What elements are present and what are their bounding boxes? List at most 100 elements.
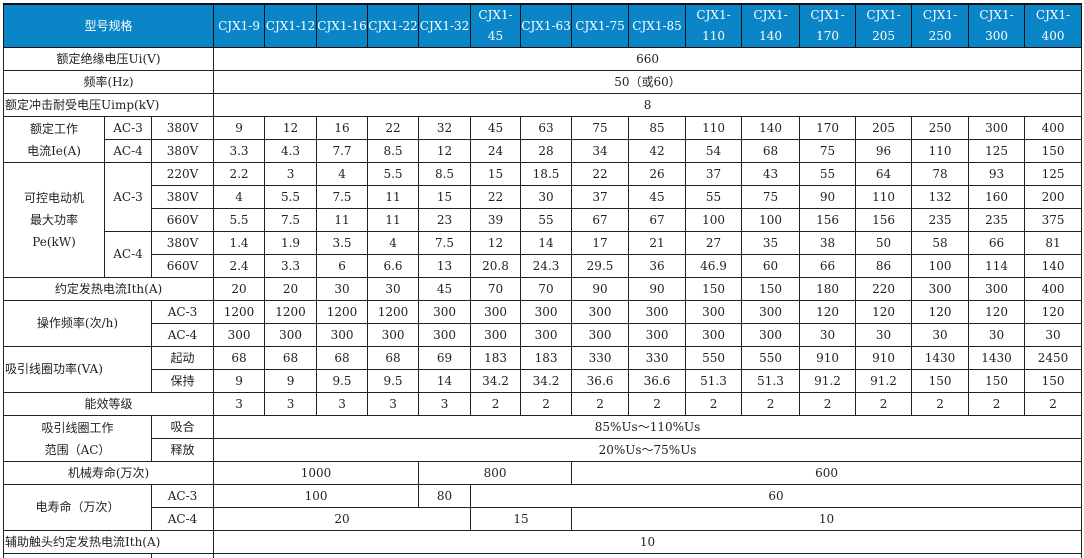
value-cell: 54 xyxy=(686,140,742,163)
table-row xyxy=(4,554,1082,558)
value-cell: 110 xyxy=(686,117,742,140)
value-cell: 1.4 xyxy=(214,232,265,255)
value-cell: 68 xyxy=(214,347,265,370)
value-cell: 300 xyxy=(471,301,521,324)
model-header: CJX1-400 xyxy=(1025,4,1082,48)
value-cell: 205 xyxy=(856,117,912,140)
value-cell: 45 xyxy=(419,278,471,301)
value-cell: 150 xyxy=(686,278,742,301)
value-cell: 300 xyxy=(572,324,629,347)
value-cell: 30 xyxy=(912,324,969,347)
value-cell: 300 xyxy=(742,324,800,347)
value-cell: 3.3 xyxy=(265,255,317,278)
value-cell: 160 xyxy=(969,186,1025,209)
efficiency-class-label: 能效等级 xyxy=(4,393,214,416)
value-cell: 120 xyxy=(1025,301,1082,324)
value-cell: 9 xyxy=(265,370,317,393)
value-cell: 93 xyxy=(969,163,1025,186)
value-cell: 235 xyxy=(912,209,969,232)
value-cell: 8.5 xyxy=(368,140,419,163)
table-row: 额定绝缘电压Ui(V)660 xyxy=(4,48,1082,71)
value-cell: 67 xyxy=(572,209,629,232)
value-cell: 1200 xyxy=(265,301,317,324)
value-cell: 70 xyxy=(521,278,572,301)
value-cell: 91.2 xyxy=(856,370,912,393)
value-cell: 37 xyxy=(686,163,742,186)
value-cell: 300 xyxy=(214,324,265,347)
merged-value-cell: 20%Us～75%Us xyxy=(214,439,1082,462)
value-cell: 68 xyxy=(317,347,368,370)
value-cell: 15 xyxy=(419,186,471,209)
value-cell: 1430 xyxy=(969,347,1025,370)
value-cell: 96 xyxy=(856,140,912,163)
value-cell: 150 xyxy=(912,370,969,393)
value-cell: 5.5 xyxy=(265,186,317,209)
value-cell: 20 xyxy=(214,278,265,301)
value-cell: 2 xyxy=(800,393,856,416)
insulation-voltage-label: 额定绝缘电压Ui(V) xyxy=(4,48,214,71)
model-header: CJX1-45 xyxy=(471,4,521,48)
model-header: CJX1-250 xyxy=(912,4,969,48)
motor-power-label: 可控电动机 最大功率 Pe(kW) xyxy=(4,163,105,278)
category-label: AC-3 xyxy=(152,485,214,508)
value-cell: 375 xyxy=(1025,209,1082,232)
value-cell: 60 xyxy=(742,255,800,278)
value-cell: 120 xyxy=(969,301,1025,324)
value-cell: 7.5 xyxy=(265,209,317,232)
value-cell: 22 xyxy=(368,117,419,140)
value-cell: 75 xyxy=(572,117,629,140)
value-cell: 1200 xyxy=(368,301,419,324)
value-cell: 300 xyxy=(969,117,1025,140)
value-cell: 64 xyxy=(856,163,912,186)
value-cell: 125 xyxy=(969,140,1025,163)
merged-value-cell: 100 xyxy=(214,485,419,508)
value-cell: 100 xyxy=(912,255,969,278)
value-cell: 300 xyxy=(629,324,686,347)
merged-value-cell: 8 xyxy=(214,94,1082,117)
value-cell: 150 xyxy=(742,278,800,301)
value-cell: 30 xyxy=(800,324,856,347)
value-cell: 20.8 xyxy=(471,255,521,278)
value-cell: 43 xyxy=(742,163,800,186)
value-cell: 300 xyxy=(912,278,969,301)
value-cell: 100 xyxy=(686,209,742,232)
value-cell: 7.5 xyxy=(317,186,368,209)
value-cell: 300 xyxy=(317,324,368,347)
value-cell: 20 xyxy=(265,278,317,301)
rated-current-label: 额定工作 电流Ie(A) xyxy=(4,117,105,163)
value-cell: 90 xyxy=(629,278,686,301)
value-cell: 15 xyxy=(471,163,521,186)
value-cell: 150 xyxy=(969,370,1025,393)
value-cell: 300 xyxy=(969,278,1025,301)
value-cell: 34.2 xyxy=(471,370,521,393)
value-cell: 90 xyxy=(800,186,856,209)
aux-thermal-current-label: 辅助触头约定发热电流Ith(A) xyxy=(4,531,214,554)
merged-value-cell: 600 xyxy=(572,462,1082,485)
value-cell: 39 xyxy=(471,209,521,232)
model-header: CJX1-16 xyxy=(317,4,368,48)
value-cell: 2.4 xyxy=(214,255,265,278)
value-cell: 30 xyxy=(856,324,912,347)
value-cell: 63 xyxy=(521,117,572,140)
category-label: AC-4 xyxy=(105,140,152,163)
merged-value-cell: 1000 xyxy=(214,462,419,485)
value-cell: 75 xyxy=(800,140,856,163)
value-cell: 300 xyxy=(742,301,800,324)
model-header: CJX1-85 xyxy=(629,4,686,48)
value-cell: 66 xyxy=(800,255,856,278)
voltage-label: 380V xyxy=(152,140,214,163)
value-cell: 300 xyxy=(686,301,742,324)
value-cell: 183 xyxy=(521,347,572,370)
value-cell: 120 xyxy=(856,301,912,324)
value-cell: 12 xyxy=(419,140,471,163)
category-label: AC-3 xyxy=(105,117,152,140)
value-cell: 1430 xyxy=(912,347,969,370)
value-cell: 70 xyxy=(471,278,521,301)
